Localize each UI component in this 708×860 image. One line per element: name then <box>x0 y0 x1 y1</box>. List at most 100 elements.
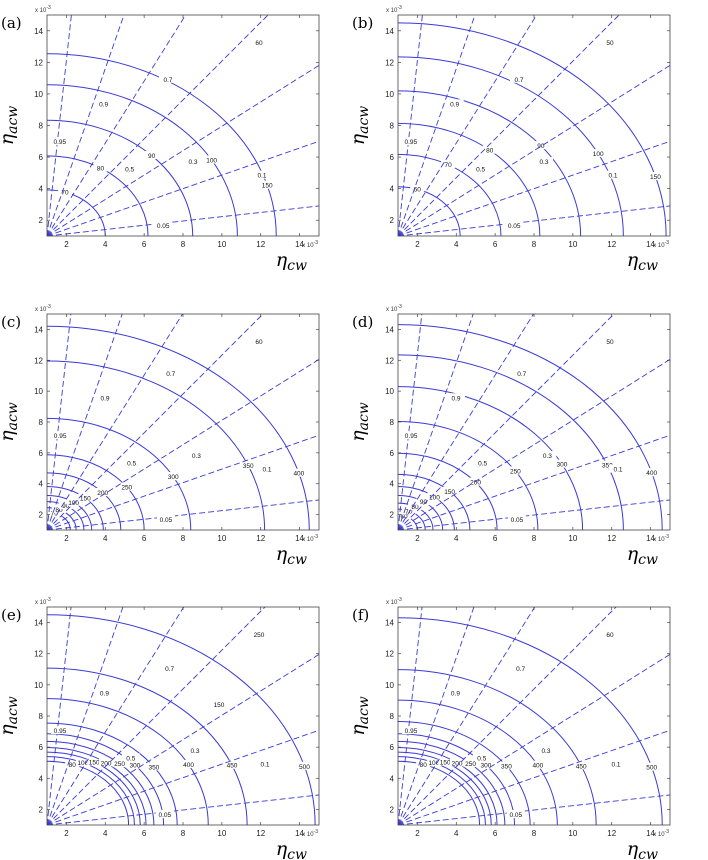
dashed-contour-label: 0.7 <box>165 666 174 673</box>
solid-contour-label: 400 <box>293 471 304 478</box>
dashed-contour-label: 0.7 <box>163 77 172 84</box>
solid-contour-label: 80 <box>411 504 419 511</box>
dashed-contour <box>47 15 269 236</box>
y-axis-scale: x 10-3 <box>35 597 51 606</box>
solid-contour-label: 70 <box>61 190 69 197</box>
solid-contour <box>398 756 486 825</box>
dashed-contour-label: 0.05 <box>511 517 524 524</box>
y-tick-label: 12 <box>385 650 394 659</box>
solid-contour-label: 150 <box>650 174 661 181</box>
solid-contour-label: 80 <box>486 148 494 155</box>
solid-contour <box>398 324 663 530</box>
dashed-contour-label: 0.5 <box>127 460 136 467</box>
dashed-contour <box>398 653 670 825</box>
dashed-contour <box>398 205 670 236</box>
x-tick-label: 6 <box>493 534 498 543</box>
x-axis-label-main: η <box>627 249 639 271</box>
y-axis-scale: x 10-3 <box>35 5 51 14</box>
solid-contour-label: 400 <box>646 470 657 477</box>
solid-contour-label: 100 <box>77 760 88 767</box>
dashed-contour-label: 0.7 <box>517 371 526 378</box>
x-axis-scale: x 10-3 <box>302 534 318 543</box>
y-tick-label: 2 <box>39 511 44 520</box>
y-tick-label: 10 <box>34 681 43 690</box>
solid-contour-label: 450 <box>227 763 238 770</box>
dashed-contour <box>398 314 423 530</box>
y-tick-label: 2 <box>390 511 395 520</box>
x-tick-label: 8 <box>532 534 537 543</box>
x-tick-label: 10 <box>568 534 577 543</box>
y-tick-label: 4 <box>39 480 44 489</box>
y-tick-label: 14 <box>34 325 43 334</box>
x-axis-scale-exp: -3 <box>665 829 670 835</box>
dashed-contour <box>47 607 72 825</box>
solid-contour <box>47 119 194 236</box>
solid-contour <box>398 420 539 530</box>
dashed-contour-label: 0.7 <box>514 77 523 84</box>
dashed-contour-label: 0.9 <box>450 101 459 108</box>
solid-contour <box>47 189 106 236</box>
x-axis-scale: x 10-3 <box>302 240 318 249</box>
y-axis-scale-exp: -3 <box>46 304 51 310</box>
y-axis-label-main: η <box>347 133 369 145</box>
solid-contour-label: 350 <box>243 463 254 470</box>
y-tick-label: 8 <box>39 418 44 427</box>
plot-area: 70 80 90 100 150 0.95 0.9 0.7 0.5 0.3 0.1 0.05 60 <box>47 15 319 236</box>
solid-contour-label: 80 <box>97 166 105 173</box>
y-tick-label: 4 <box>390 774 395 783</box>
y-tick-label: 12 <box>34 356 43 365</box>
solid-contour-label: 80 <box>420 762 428 769</box>
dashed-contour-label: 0.3 <box>188 159 197 166</box>
panel-label: (e) <box>1 606 22 624</box>
x-tick-label: 4 <box>103 534 108 543</box>
solid-contour <box>398 502 434 530</box>
y-axis-scale-base: x 10 <box>386 307 398 313</box>
x-tick-label: 14 <box>295 240 304 249</box>
plot-area: 7080901001502002503003504000.950.90.70.5… <box>47 314 319 530</box>
solid-contour <box>398 122 541 236</box>
x-tick-label: 4 <box>454 534 459 543</box>
solid-contour <box>47 756 135 825</box>
dashed-contour <box>398 358 670 530</box>
solid-contour-label: 300 <box>130 763 141 770</box>
dashed-contour <box>47 64 319 236</box>
solid-contour-label: 350 <box>501 763 512 770</box>
x-axis-label: ηcw <box>627 249 658 274</box>
extra-contour-label: 60 <box>255 40 263 47</box>
y-tick-label: 2 <box>39 805 44 814</box>
y-axis-scale-exp: -3 <box>397 5 402 11</box>
solid-contour <box>398 90 582 236</box>
solid-contour-label: 90 <box>148 153 156 160</box>
solid-contour <box>398 495 444 530</box>
y-axis-label-main: η <box>347 724 369 736</box>
y-tick-label: 8 <box>39 712 44 721</box>
solid-contour <box>398 56 624 236</box>
solid-contour <box>47 53 277 236</box>
dashed-contour-label: 0.05 <box>160 517 173 524</box>
dashed-contour <box>398 314 474 530</box>
dashed-contour <box>398 729 670 825</box>
x-tick-label: 14 <box>646 240 655 249</box>
y-axis-scale-exp: -3 <box>46 597 51 603</box>
dashed-contour-label: 0.95 <box>405 433 418 440</box>
solid-contour <box>47 155 149 236</box>
dashed-contour-label: 0.7 <box>516 666 525 673</box>
y-axis-label-main: η <box>347 430 369 442</box>
plot-frame <box>397 606 671 826</box>
x-tick-label: 12 <box>256 240 265 249</box>
dashed-contour-label: 0.5 <box>126 755 135 762</box>
dashed-contour <box>47 729 319 825</box>
panel-label: (c) <box>1 313 21 331</box>
y-tick-label: 6 <box>390 449 395 458</box>
dashed-contour <box>47 15 125 236</box>
dashed-contour <box>47 314 264 530</box>
x-axis-scale: x 10-3 <box>302 829 318 838</box>
extra-contour-label: 250 <box>254 632 265 639</box>
dashed-contour-label: 0.1 <box>262 467 271 474</box>
dashed-contour-label: 0.3 <box>190 748 199 755</box>
x-tick-label: 8 <box>181 829 186 838</box>
solid-contour-label: 200 <box>470 480 481 487</box>
solid-contour-label: 500 <box>646 765 657 772</box>
